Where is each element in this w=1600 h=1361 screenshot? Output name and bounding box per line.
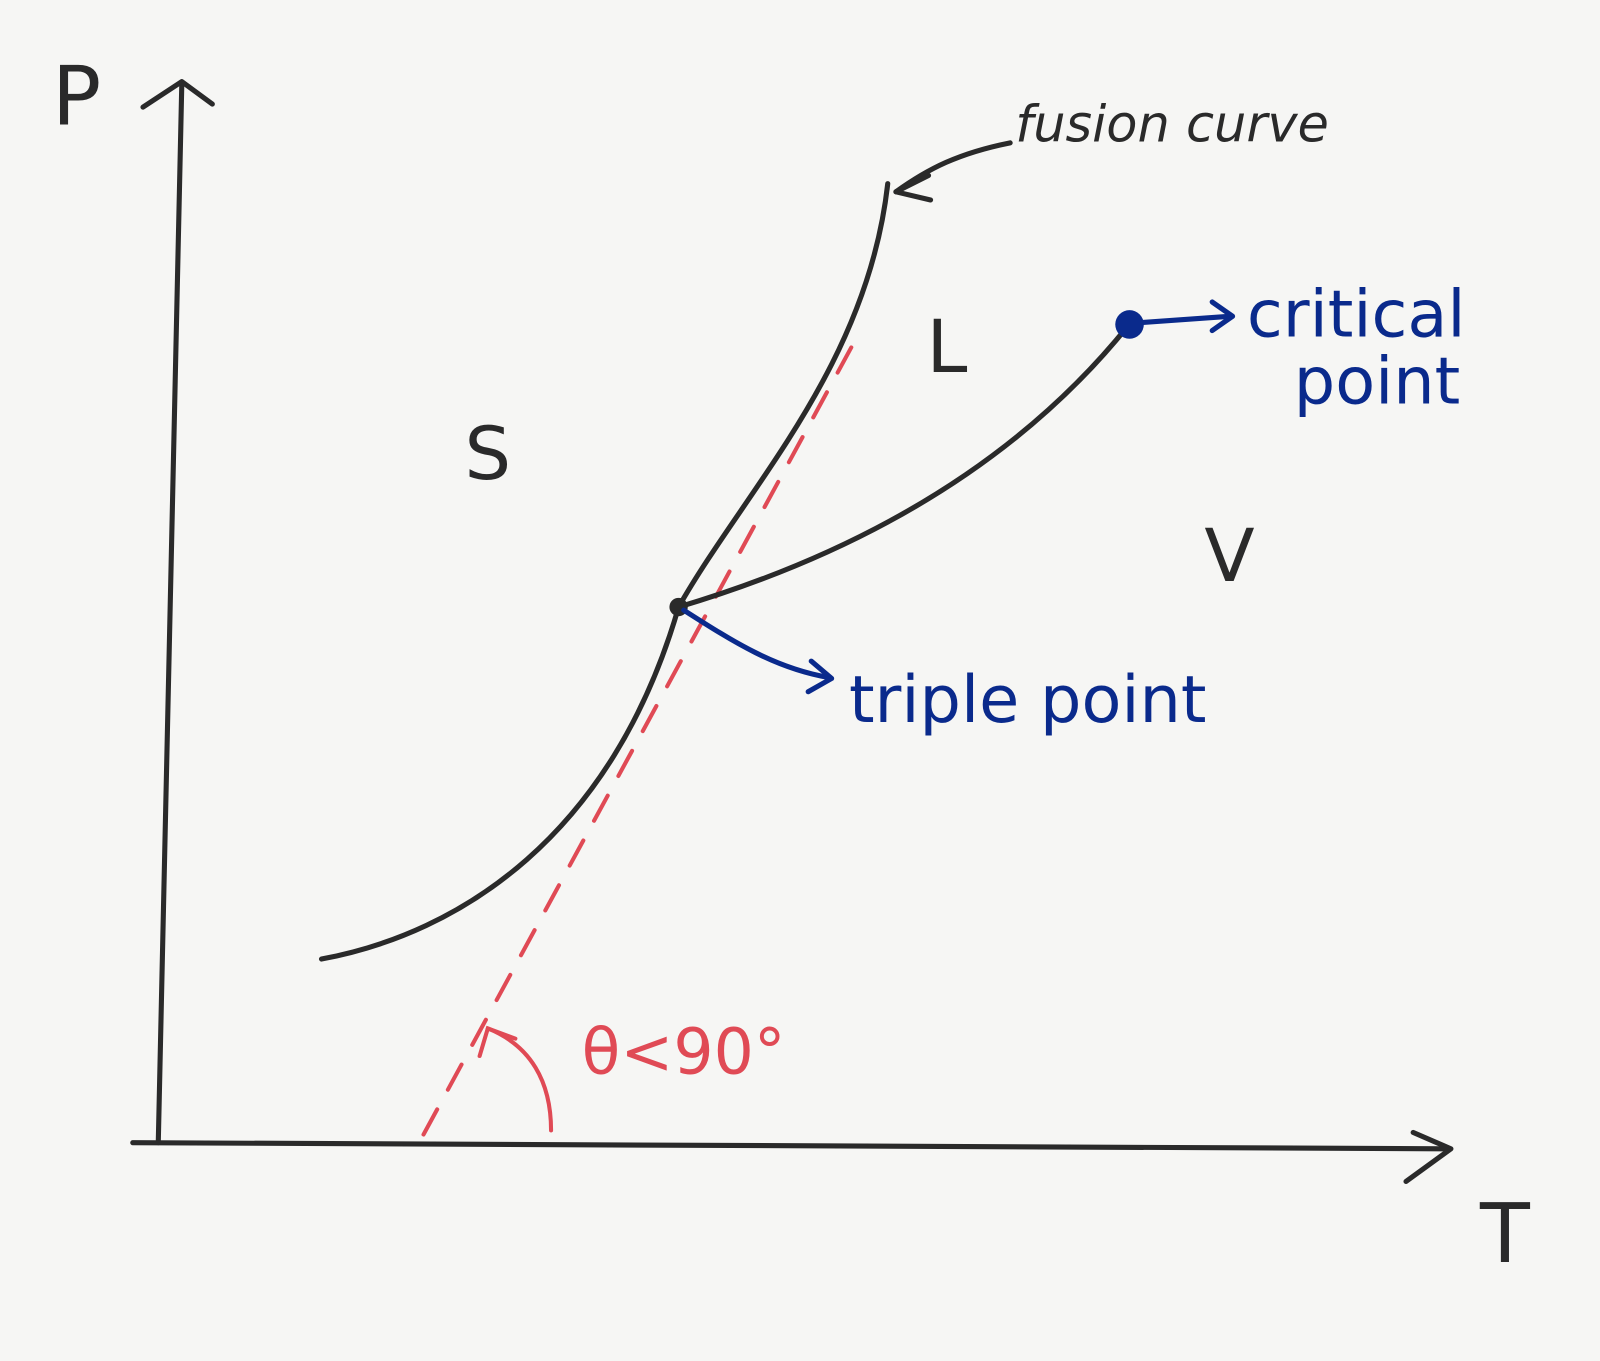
critical-point <box>1115 310 1144 339</box>
triple-point-label: triple point <box>849 662 1207 738</box>
critical-point-label: point <box>1294 344 1461 420</box>
triple-arrow <box>681 607 832 680</box>
region-label: S <box>464 412 511 497</box>
fusion-arrow-head <box>893 172 934 203</box>
region-label: V <box>1204 514 1254 599</box>
fusion-curve-label: fusion curve <box>1015 96 1329 155</box>
critical-point-label: critical <box>1247 276 1466 352</box>
x-axis-arrow <box>1403 1129 1454 1184</box>
tangent-line <box>421 334 860 1137</box>
vaporization-curve <box>676 323 1131 610</box>
y-axis-label: P <box>52 49 101 144</box>
x-axis <box>130 1140 1447 1152</box>
fusion-curve <box>676 181 891 610</box>
region-label: L <box>926 305 967 390</box>
y-axis <box>155 84 185 1146</box>
angle-label: θ<90° <box>582 1015 786 1089</box>
triple-arrow-head <box>805 658 835 695</box>
critical-arrow-head <box>1209 299 1236 334</box>
sublimation-curve <box>318 604 682 962</box>
y-axis-arrow <box>140 79 215 110</box>
x-axis-label: T <box>1479 1187 1531 1282</box>
angle-arrow <box>477 1025 518 1058</box>
critical-arrow <box>1140 313 1233 325</box>
